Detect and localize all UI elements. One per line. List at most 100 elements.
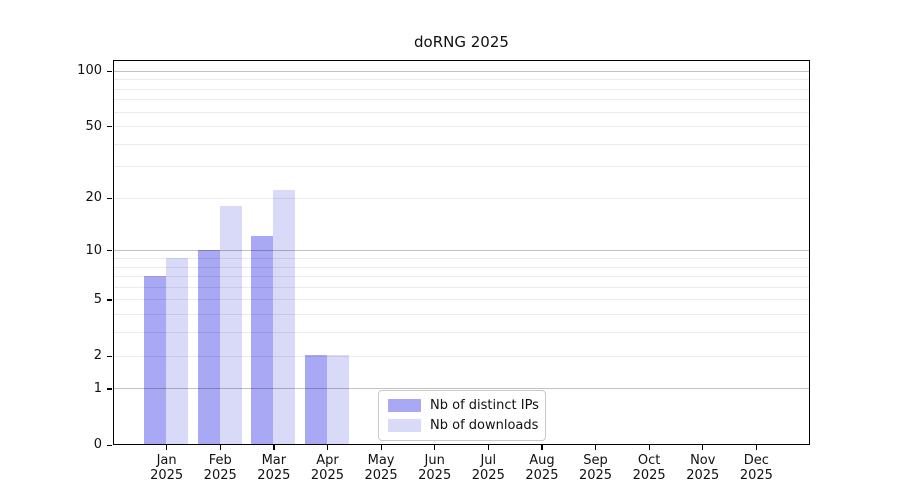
x-tick-mark-sep: [595, 445, 597, 450]
x-tick-label-mar: Mar 2025: [244, 453, 304, 483]
x-tick-mark-nov: [702, 445, 704, 450]
y-tick-label-1: 1: [93, 380, 102, 396]
x-tick-month: Jan: [156, 453, 177, 468]
y-tick-label-5: 5: [93, 291, 102, 307]
x-tick-mark-dec: [755, 445, 758, 450]
gridline-90: [114, 79, 809, 81]
y-tick-label-20: 20: [85, 190, 102, 206]
bar-nb-of-downloads-jan: [166, 257, 189, 444]
x-tick-label-jul: Jul 2025: [458, 453, 518, 483]
x-tick-mark-may: [380, 445, 382, 450]
y-tick-mark-50: [107, 126, 112, 128]
x-tick-label-sep: Sep 2025: [566, 453, 626, 483]
gridlines-layer: [114, 61, 809, 444]
y-tick-label-0: 0: [93, 437, 102, 452]
y-tick-mark-0: [107, 444, 112, 446]
x-tick-month: May: [367, 453, 395, 468]
gridline-9: [114, 258, 809, 259]
gridline-30: [114, 166, 809, 168]
y-tick-mark-5: [107, 299, 112, 301]
gridline-80: [114, 88, 809, 90]
x-tick-label-dec: Dec 2025: [726, 453, 786, 483]
x-tick-year: 2025: [364, 468, 398, 483]
x-tick-month: Nov: [690, 453, 716, 468]
x-tick-mark-apr: [326, 445, 329, 450]
x-tick-month: Feb: [208, 453, 232, 468]
gridline-2: [114, 355, 809, 357]
x-tick-year: 2025: [418, 468, 452, 483]
x-tick-year: 2025: [310, 468, 344, 483]
bar-nb-of-downloads-feb: [219, 205, 242, 444]
bar-nb-of-downloads-apr: [326, 355, 349, 444]
x-tick-month: Apr: [316, 453, 339, 468]
bar-nb-of-distinct-ips-feb: [197, 249, 220, 444]
y-tick-label-50: 50: [85, 118, 102, 134]
gridline-20: [114, 197, 809, 199]
x-tick-month: Aug: [529, 453, 555, 468]
bar-nb-of-distinct-ips-jan: [144, 275, 167, 444]
gridline-50: [114, 126, 809, 128]
x-tick-year: 2025: [257, 468, 291, 483]
x-tick-year: 2025: [632, 468, 666, 483]
legend-label: Nb of downloads: [430, 418, 539, 433]
x-tick-month: Dec: [743, 453, 769, 468]
x-tick-year: 2025: [525, 468, 559, 483]
gridline-40: [114, 143, 809, 145]
x-tick-mark-mar: [273, 445, 275, 450]
gridline-60: [114, 111, 809, 113]
gridline-8: [114, 266, 809, 268]
legend-swatch: [388, 419, 421, 432]
legend: Nb of distinct IPs Nb of downloads: [378, 390, 546, 441]
bar-nb-of-distinct-ips-apr: [304, 355, 327, 444]
y-tick-mark-2: [107, 355, 112, 357]
x-tick-label-oct: Oct 2025: [619, 453, 679, 483]
gridline-100: [114, 70, 809, 72]
legend-swatch: [388, 399, 421, 412]
y-tick-label-10: 10: [85, 242, 102, 258]
x-tick-label-may: May 2025: [351, 453, 411, 483]
gridline-70: [114, 99, 809, 101]
x-tick-label-feb: Feb 2025: [190, 453, 250, 483]
legend-item: Nb of downloads: [388, 418, 539, 433]
gridline-1: [114, 388, 809, 390]
bar-nb-of-distinct-ips-mar: [251, 236, 274, 444]
x-tick-year: 2025: [686, 468, 720, 483]
y-tick-label-2: 2: [93, 348, 102, 364]
x-tick-year: 2025: [150, 468, 184, 483]
x-tick-year: 2025: [203, 468, 237, 483]
gridline-4: [114, 314, 809, 316]
x-tick-label-aug: Aug 2025: [512, 453, 572, 483]
y-tick-mark-100: [107, 70, 112, 72]
bar-nb-of-downloads-mar: [273, 190, 296, 444]
gridline-5: [114, 299, 809, 301]
x-tick-month: Jun: [424, 453, 445, 468]
bars-layer: [114, 61, 809, 444]
x-tick-month: Sep: [583, 453, 608, 468]
x-tick-year: 2025: [739, 468, 773, 483]
chart-title: doRNG 2025: [414, 33, 509, 51]
x-tick-label-jun: Jun 2025: [405, 453, 465, 483]
x-tick-mark-jun: [434, 445, 436, 450]
legend-item: Nb of distinct IPs: [388, 398, 539, 413]
gridline-6: [114, 286, 809, 288]
x-tick-month: Oct: [637, 453, 661, 468]
gridline-3: [114, 332, 809, 334]
x-tick-label-apr: Apr 2025: [297, 453, 357, 483]
x-tick-year: 2025: [578, 468, 613, 483]
x-tick-mark-jul: [487, 445, 489, 450]
x-tick-label-jan: Jan 2025: [137, 453, 197, 483]
y-tick-label-100: 100: [77, 63, 102, 79]
x-tick-mark-oct: [648, 445, 650, 450]
x-tick-mark-feb: [219, 445, 221, 450]
x-tick-mark-jan: [166, 445, 168, 450]
x-tick-month: Jul: [480, 453, 497, 468]
y-tick-mark-10: [107, 250, 112, 252]
x-tick-year: 2025: [471, 468, 505, 483]
plot-area: [113, 60, 810, 445]
y-tick-mark-20: [107, 197, 112, 200]
gridline-7: [114, 276, 809, 278]
legend-label: Nb of distinct IPs: [430, 398, 539, 413]
x-tick-label-nov: Nov 2025: [673, 453, 733, 483]
gridline-10: [114, 250, 809, 252]
